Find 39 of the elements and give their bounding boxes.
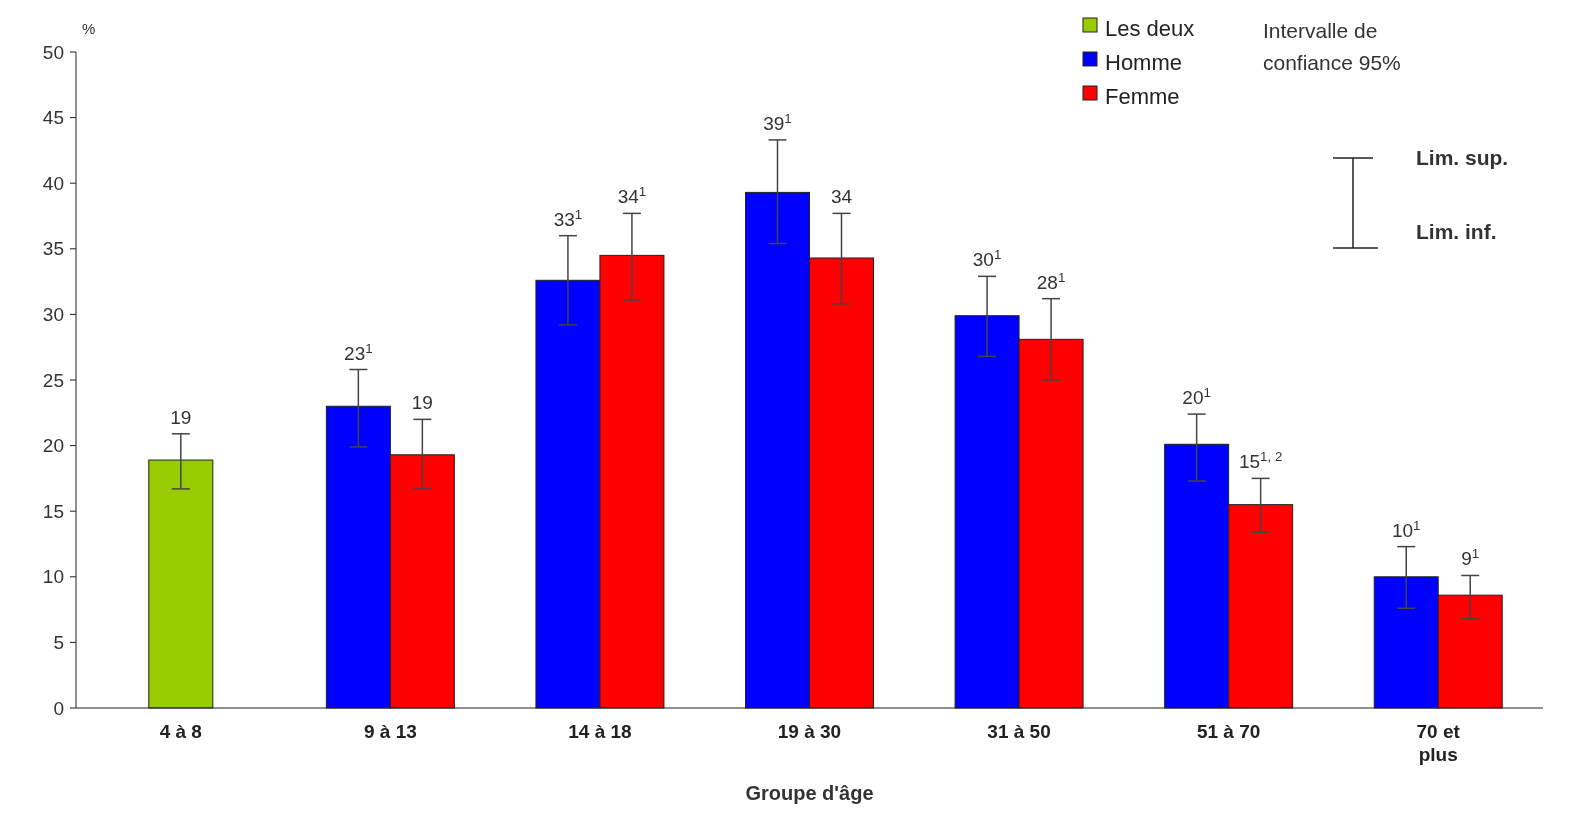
y-tick-label: 35 xyxy=(42,238,64,260)
data-label: 23$^{1}$ xyxy=(344,340,373,364)
data-label: 20$^{1}$ xyxy=(1182,384,1211,409)
annotation: Intervalle de confiance 95% xyxy=(1263,19,1401,74)
annotation: Lim. sup. xyxy=(1416,146,1509,169)
legend-label: Les deux xyxy=(1105,15,1195,41)
x-axis-title: Groupe d'âge xyxy=(745,782,874,804)
y-tick-label: 25 xyxy=(42,369,64,391)
x-tick-label: 31 à 50 xyxy=(987,721,1051,742)
annotation: Lim. inf. xyxy=(1416,220,1497,243)
data-label: 33$^{1}$ xyxy=(553,206,583,230)
data-label: 39$^{1}$ xyxy=(763,110,792,134)
data-label: 34$^{1}$ xyxy=(617,183,647,208)
data-label: 10$^{1}$ xyxy=(1391,517,1421,541)
data-label: 34 xyxy=(830,186,853,208)
y-tick-label: 0 xyxy=(53,697,64,719)
x-tick-label: 70 et plus xyxy=(1416,721,1461,765)
y-tick-label: 15 xyxy=(42,500,64,522)
y-tick-label: 5 xyxy=(53,632,64,654)
y-tick-label: 20 xyxy=(42,435,64,457)
y-axis-title: % xyxy=(82,20,96,37)
data-label: 9$^{1}$ xyxy=(1461,545,1480,570)
data-label: 15$^{1, 2}$ xyxy=(1238,448,1283,473)
legend-label: Femme xyxy=(1105,83,1180,109)
y-tick-label: 10 xyxy=(42,566,64,588)
data-label: 19 xyxy=(170,406,192,428)
x-tick-label: 14 à 18 xyxy=(568,721,632,742)
y-tick-label: 45 xyxy=(42,107,64,129)
data-label: 28$^{1}$ xyxy=(1036,269,1066,293)
data-label: 30$^{1}$ xyxy=(972,246,1002,271)
x-tick-label: 51 à 70 xyxy=(1196,721,1261,742)
y-tick-label: 40 xyxy=(42,172,64,194)
legend-label: Homme xyxy=(1105,49,1183,75)
y-tick-label: 50 xyxy=(42,41,64,63)
data-label: 19 xyxy=(411,392,433,414)
x-tick-label: 4 à 8 xyxy=(159,721,202,742)
y-tick-label: 30 xyxy=(42,304,64,326)
x-tick-label: 9 à 13 xyxy=(363,721,417,742)
x-tick-label: 19 à 30 xyxy=(777,721,842,742)
